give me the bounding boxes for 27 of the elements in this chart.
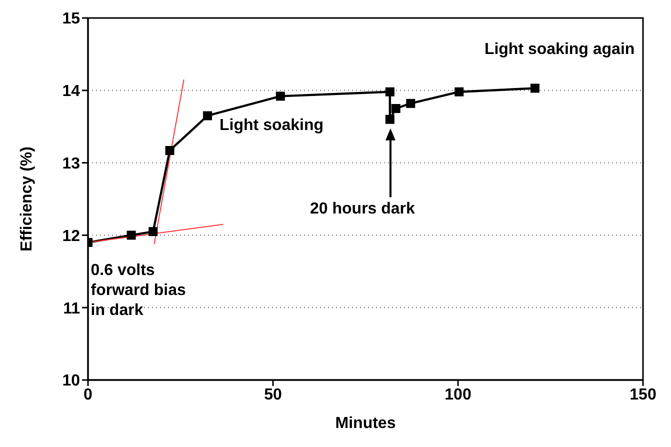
- y-tick-label: 12: [62, 228, 80, 245]
- y-tick-label: 10: [62, 372, 80, 390]
- y-tick-label: 15: [62, 10, 80, 28]
- point: [454, 87, 464, 96]
- point: [148, 227, 158, 236]
- point: [203, 111, 212, 120]
- point: [385, 87, 394, 96]
- point: [126, 230, 136, 240]
- y-axis-title: Efficiency (%): [18, 146, 36, 252]
- annotation: 0.6 volts forward bias in dark: [90, 262, 186, 320]
- y-tick-label: 11: [63, 300, 80, 318]
- x-tick-label: 100: [444, 386, 472, 404]
- x-axis-title: Minutes: [335, 415, 396, 432]
- annotation: Light soaking again: [484, 41, 635, 58]
- x-tick-label: 150: [630, 386, 656, 404]
- x-tick-label: 50: [264, 386, 282, 404]
- x-tick-label: 0: [84, 386, 93, 404]
- point: [165, 146, 174, 155]
- y-tick-label: 13: [62, 155, 80, 172]
- point: [530, 84, 540, 93]
- y-tick-label: 14: [62, 83, 80, 100]
- point: [276, 92, 285, 101]
- point: [391, 104, 400, 113]
- point: [406, 98, 416, 108]
- point: [385, 114, 394, 124]
- annotation: 20 hours dark: [310, 200, 416, 218]
- annotation: Light soaking: [220, 117, 324, 134]
